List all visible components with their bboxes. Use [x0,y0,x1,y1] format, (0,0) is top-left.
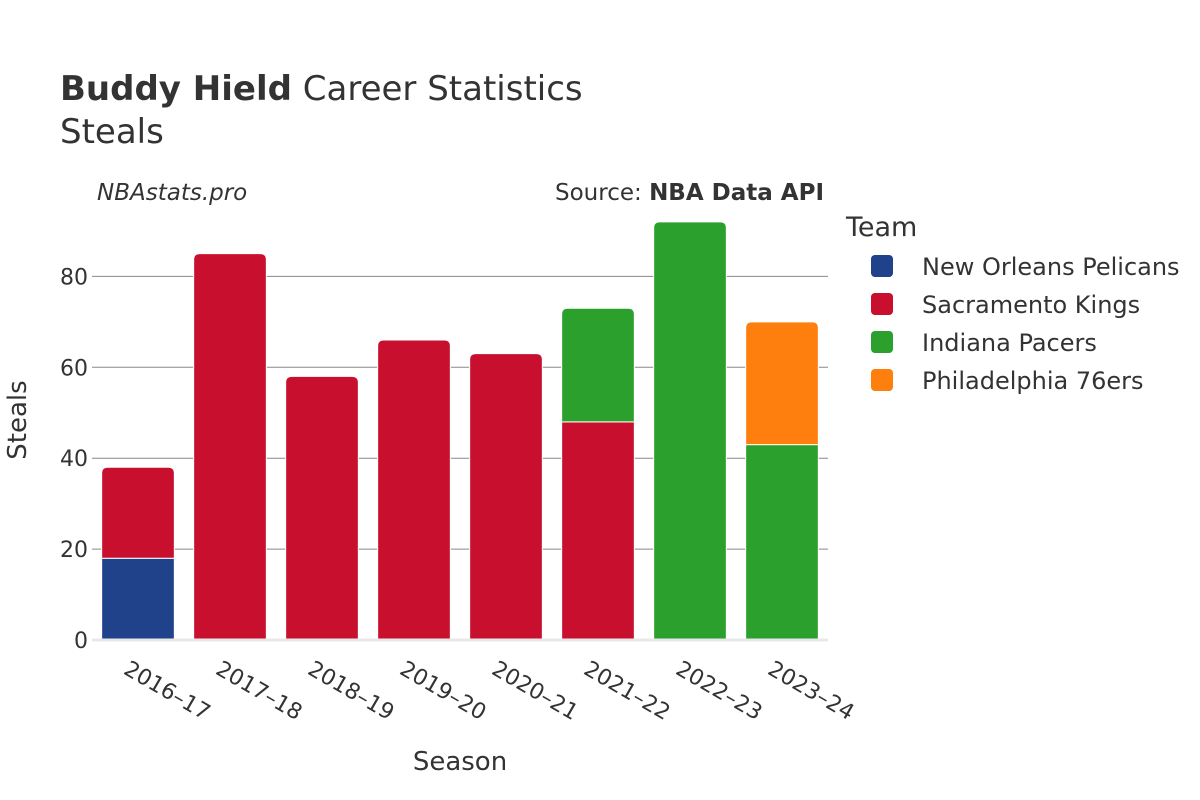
bar-202324-indiana-pacers[interactable] [745,444,819,641]
x-tick-label: 2021–22 [579,657,674,726]
legend-swatch-sacramento-kings [871,293,893,315]
x-tick-label: 2022–23 [671,657,766,726]
bar-202223-indiana-pacers[interactable] [653,221,727,641]
bar-201718-sacramento-kings[interactable] [193,253,267,641]
source-text: Source: NBA Data API [555,180,824,206]
chart-title: Buddy Hield Career Statistics [60,69,583,109]
x-tick-label: 2020–21 [487,657,582,726]
bar-201617-new-orleans-pelicans[interactable] [101,557,175,641]
bar-202122-indiana-pacers[interactable] [561,307,635,423]
legend-swatch-indiana-pacers [871,331,893,353]
legend-label-philadelphia-76ers[interactable]: Philadelphia 76ers [922,367,1144,395]
x-tick-label: 2019–20 [395,657,490,726]
credit-text: NBAstats.pro [97,180,247,206]
x-tick-labels: 2016–172017–182018–192019–202020–212021–… [119,657,858,726]
source-prefix: Source: [555,180,649,206]
x-tick-label: 2017–18 [211,657,306,726]
y-tick-label: 20 [60,538,88,563]
bar-201819-sacramento-kings[interactable] [285,375,359,641]
x-tick-label: 2016–17 [119,657,214,726]
legend-swatch-philadelphia-76ers [871,369,893,391]
legend-label-new-orleans-pelicans[interactable]: New Orleans Pelicans [922,253,1180,281]
bar-202021-sacramento-kings[interactable] [469,353,543,641]
x-tick-label: 2018–19 [303,657,398,726]
legend-label-sacramento-kings[interactable]: Sacramento Kings [922,291,1140,319]
y-axis-title: Steals [3,380,33,459]
y-tick-label: 40 [60,447,88,472]
y-tick-label: 80 [60,265,88,290]
bar-202122-sacramento-kings[interactable] [561,421,635,641]
bar-201920-sacramento-kings[interactable] [377,339,451,641]
bar-201617-sacramento-kings[interactable] [101,466,175,559]
legend: New Orleans Pelicans Sacramento Kings Indi… [871,253,1180,395]
legend-title: Team [845,212,917,243]
bar-202324-philadelphia-76ers[interactable] [745,321,819,446]
y-tick-label: 60 [60,356,88,381]
legend-label-indiana-pacers[interactable]: Indiana Pacers [922,329,1097,357]
y-tick-labels: 0 20 40 60 80 [60,265,88,654]
chart-title-player: Buddy Hield [60,69,292,109]
chart-subtitle: Steals [60,112,164,152]
bars [101,221,819,641]
source-name: NBA Data API [649,180,824,206]
x-axis-title: Season [413,747,507,777]
y-tick-label: 0 [74,629,88,654]
legend-swatch-new-orleans-pelicans [871,255,893,277]
chart-title-rest: Career Statistics [292,69,583,109]
x-tick-label: 2023–24 [763,657,858,726]
